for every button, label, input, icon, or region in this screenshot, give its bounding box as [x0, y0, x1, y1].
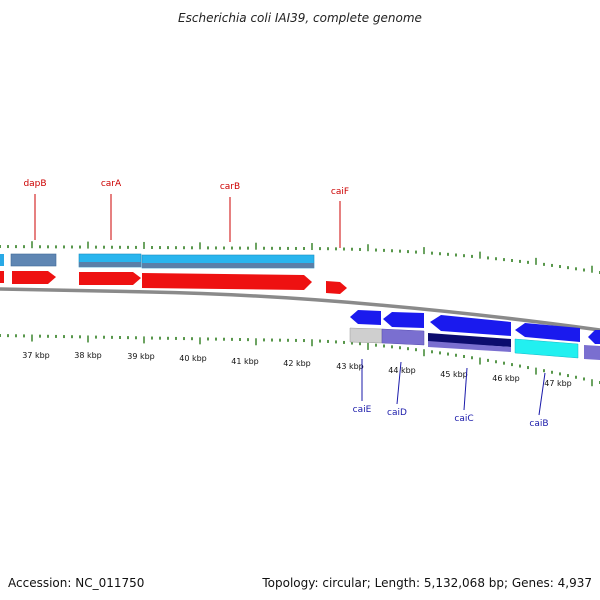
kbp-tick-label: 46 kbp [492, 374, 520, 383]
kbp-tick-label: 41 kbp [231, 357, 259, 366]
feature-bar[interactable] [142, 263, 314, 268]
gene-label[interactable]: carA [101, 179, 122, 189]
forward-strand-track [0, 253, 347, 294]
reverse-cds-arrow[interactable] [430, 315, 511, 336]
gene-label[interactable]: caiC [454, 414, 473, 424]
feature-bar[interactable] [349, 327, 383, 344]
gene-leader-line [463, 367, 468, 411]
gene-label[interactable]: dapB [23, 179, 46, 189]
forward-cds-arrow[interactable] [0, 271, 4, 283]
feature-bar[interactable] [584, 345, 600, 360]
genome-backbone [0, 287, 600, 332]
reverse-cds-arrow[interactable] [383, 312, 424, 328]
feature-bar[interactable] [428, 341, 511, 352]
gene-leader-line [538, 372, 546, 416]
reverse-cds-arrow[interactable] [515, 323, 580, 342]
kbp-tick-label: 44 kbp [388, 366, 416, 375]
feature-bar[interactable] [10, 253, 57, 267]
gene-label[interactable]: caiB [529, 419, 548, 429]
feature-bar[interactable] [0, 254, 4, 266]
reverse-gene-labels: caiE caiD caiC caiB [353, 359, 549, 429]
gene-leader-line [396, 361, 402, 405]
gene-label[interactable]: caiD [387, 408, 407, 418]
forward-cds-arrow[interactable] [142, 273, 312, 290]
kbp-scale: 37 kbp 38 kbp 39 kbp 40 kbp 41 kbp 42 kbp 43 k… [22, 351, 572, 388]
reverse-strand-track [349, 310, 600, 360]
kbp-tick-label: 39 kbp [127, 352, 155, 361]
feature-bar[interactable] [428, 333, 511, 347]
inner-tick-track [0, 334, 600, 387]
kbp-tick-label: 47 kbp [544, 379, 572, 388]
kbp-tick-label: 45 kbp [440, 370, 468, 379]
forward-cds-arrow[interactable] [79, 272, 141, 285]
kbp-tick-label: 42 kbp [283, 359, 311, 368]
reverse-cds-arrow[interactable] [350, 310, 381, 325]
reverse-cds-arrow[interactable] [588, 330, 600, 344]
genome-summary-text: Topology: circular; Length: 5,132,068 bp… [261, 576, 592, 590]
kbp-tick-label: 38 kbp [74, 351, 102, 360]
gene-label[interactable]: carB [220, 182, 240, 192]
forward-cds-arrow[interactable] [326, 281, 347, 294]
gene-label[interactable]: caiF [331, 187, 349, 197]
kbp-tick-label: 40 kbp [179, 354, 207, 363]
forward-cds-arrow[interactable] [12, 271, 56, 284]
accession-text: Accession: NC_011750 [8, 576, 144, 590]
map-title: Escherichia coli IAI39, complete genome [178, 11, 422, 25]
gene-label[interactable]: caiE [353, 405, 372, 415]
kbp-tick-label: 43 kbp [336, 362, 364, 371]
feature-bar[interactable] [514, 338, 579, 359]
kbp-tick-label: 37 kbp [22, 351, 50, 360]
feature-bar[interactable] [79, 262, 141, 267]
outer-tick-track [0, 241, 600, 274]
forward-gene-labels: dapB carA carB caiF [23, 179, 349, 248]
feature-bar[interactable] [381, 328, 425, 346]
